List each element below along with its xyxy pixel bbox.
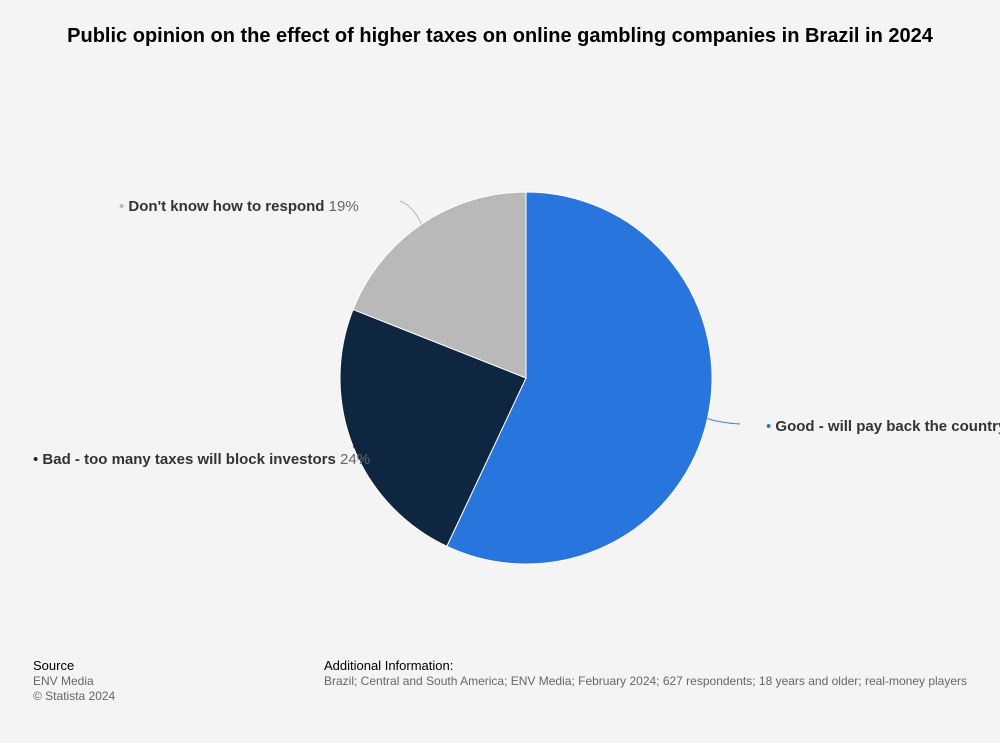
slice-label-good-will-pay-back-the-country: • Good - will pay back the country 57% (766, 418, 1000, 435)
source-heading: Source (33, 658, 75, 673)
label-bullet-icon: • (119, 198, 128, 215)
additional-info-block: Additional Information: Brazil; Central … (324, 658, 967, 689)
slice-label-value: 19% (329, 198, 359, 215)
label-bullet-icon: • (766, 418, 775, 435)
copyright-text: © Statista 2024 (33, 689, 116, 703)
connector-don-t-know-how-to-respond (399, 200, 422, 225)
additional-info-text: Brazil; Central and South America; ENV M… (324, 674, 968, 688)
source-name[interactable]: ENV Media (33, 674, 94, 688)
slice-label-value: 24% (340, 451, 370, 468)
label-connectors (352, 200, 741, 450)
slice-label-don-t-know-how-to-respond: • Don't know how to respond 19% (119, 198, 359, 215)
pie-slice-good-will-pay-back-the-country[interactable] (446, 191, 713, 565)
pie-slice-don-t-know-how-to-respond[interactable] (352, 191, 527, 379)
label-bullet-icon: • (33, 451, 42, 468)
connector-bad-too-many-taxes-will-block-investors (352, 446, 361, 450)
connector-good-will-pay-back-the-country (707, 418, 741, 425)
slice-labels: • Good - will pay back the country 57% • … (33, 198, 1000, 468)
pie-slices (339, 191, 713, 565)
additional-info-heading: Additional Information: (324, 658, 454, 673)
source-block: Source ENV Media © Statista 2024 (33, 658, 115, 704)
chart-title: Public opinion on the effect of higher t… (67, 25, 933, 47)
slice-label-bad-too-many-taxes-will-block-investors: • Bad - too many taxes will block invest… (33, 451, 370, 468)
slice-label-name: Don't know how to respond (128, 198, 328, 215)
slice-label-name: Bad - too many taxes will block investor… (42, 451, 340, 468)
slice-label-name: Good - will pay back the country (775, 418, 1000, 435)
